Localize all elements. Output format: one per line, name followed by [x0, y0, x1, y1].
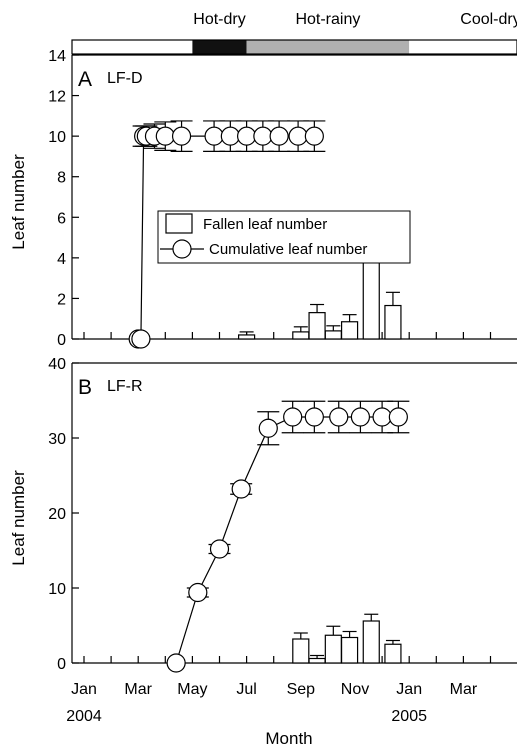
fallen-leaf-bar: [292, 331, 310, 340]
cumulative-leaf-point: [329, 407, 349, 427]
y-tick-label: 0: [57, 656, 66, 673]
x-tick-label: Mar: [450, 681, 478, 698]
fallen-leaf-bar: [308, 657, 326, 664]
cumulative-leaf-point: [209, 539, 230, 559]
fallen-leaf-bar: [340, 321, 359, 340]
y-tick-label: 2: [57, 291, 66, 308]
cumulative-leaf-point: [350, 407, 371, 427]
cumulative-leaf-point: [188, 582, 208, 603]
x-tick-label: Sep: [287, 681, 316, 698]
y-tick-label: 10: [48, 129, 66, 146]
cumulative-leaf-point: [258, 418, 278, 438]
fallen-leaf-bar: [308, 312, 326, 340]
cumulative-leaf-point: [171, 126, 192, 146]
cumulative-leaf-point: [237, 126, 257, 146]
cumulative-leaf-point: [288, 126, 308, 146]
y-tick-label: 12: [48, 89, 66, 106]
panel-name: LF-R: [107, 378, 143, 395]
cumulative-leaf-point: [155, 126, 175, 146]
fallen-leaf-bar: [324, 634, 342, 664]
cumulative-leaf-point: [388, 407, 408, 427]
legend-bar-swatch: [165, 213, 193, 234]
y-tick-label: 30: [48, 431, 66, 448]
cumulative-leaf-point: [304, 407, 324, 427]
y-tick-label: 20: [48, 506, 66, 523]
y-tick-label: 8: [57, 170, 66, 187]
y-tick-label: 14: [48, 48, 66, 65]
cumulative-leaf-point: [253, 126, 273, 146]
cumulative-leaf-point: [269, 126, 289, 146]
cumulative-leaf-point: [204, 126, 224, 146]
x-tick-label: Jan: [396, 681, 422, 698]
y-tick-label: 4: [57, 251, 66, 268]
cumulative-leaf-point: [231, 479, 251, 499]
legend-line-label: Cumulative leaf number: [209, 241, 367, 258]
fallen-leaf-bar: [238, 334, 256, 340]
season-label: Cool-dry: [460, 11, 517, 28]
cumulative-leaf-point: [131, 329, 151, 349]
cumulative-leaf-point: [372, 407, 392, 427]
season-label: Hot-dry: [193, 11, 245, 28]
fallen-leaf-bar: [340, 636, 359, 664]
legend-box: [157, 210, 411, 264]
fallen-leaf-bar: [362, 620, 380, 664]
cumulative-leaf-point: [166, 653, 186, 673]
legend-marker-swatch: [172, 239, 192, 259]
year-label: 2004: [66, 708, 102, 725]
x-tick-label: Mar: [124, 681, 152, 698]
x-tick-label: Nov: [341, 681, 369, 698]
x-axis-title: Month: [265, 729, 312, 748]
cumulative-leaf-point: [283, 407, 303, 427]
season-segment: [192, 40, 247, 54]
y-axis-title: Leaf number: [9, 154, 28, 250]
season-segment: [72, 40, 193, 54]
x-tick-label: Jul: [236, 681, 256, 698]
fallen-leaf-bar: [292, 638, 310, 664]
season-segment: [246, 40, 410, 54]
panel-name: LF-D: [107, 70, 143, 87]
cumulative-leaf-point: [304, 126, 324, 146]
panel-letter: A: [78, 68, 92, 91]
season-bar-frame: [71, 39, 517, 55]
x-tick-label: May: [177, 681, 207, 698]
fallen-leaf-bar: [384, 304, 402, 340]
y-tick-label: 40: [48, 356, 66, 373]
x-tick-label: Jan: [71, 681, 97, 698]
year-label: 2005: [391, 708, 427, 725]
y-tick-label: 6: [57, 210, 66, 227]
y-axis-title: Leaf number: [9, 470, 28, 566]
fallen-leaf-bar: [384, 643, 402, 664]
y-tick-label: 10: [48, 581, 66, 598]
cumulative-leaf-point: [220, 126, 240, 146]
fallen-leaf-bar: [324, 330, 342, 340]
y-tick-label: 0: [57, 332, 66, 349]
season-label: Hot-rainy: [295, 11, 360, 28]
legend-bar-label: Fallen leaf number: [203, 216, 327, 233]
season-segment: [409, 40, 517, 54]
panel-letter: B: [78, 376, 92, 399]
